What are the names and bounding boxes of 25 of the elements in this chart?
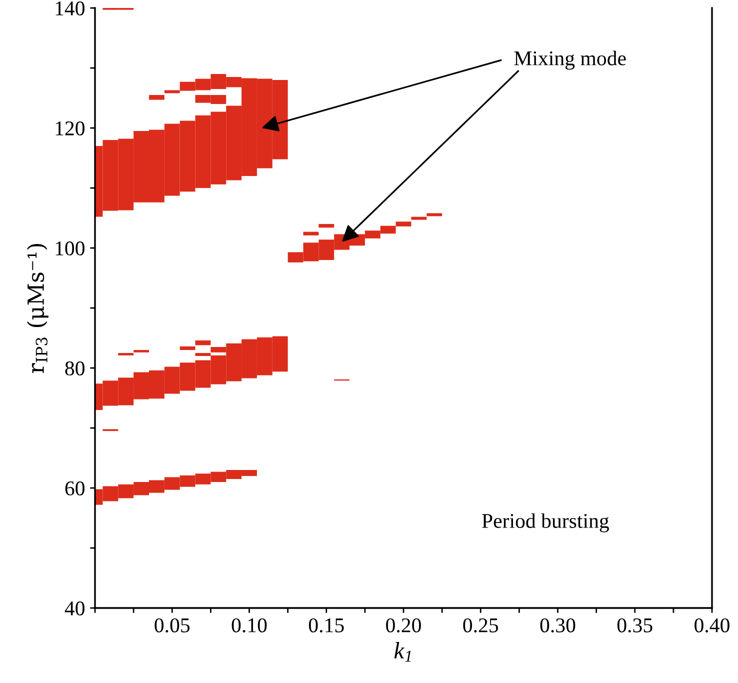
x-axis-title: k$_{1}$ — [394, 642, 411, 662]
annotation: Mixing mode — [514, 50, 626, 70]
x-tick-label: 0.25 — [463, 618, 498, 632]
x-tick-label: 0.35 — [617, 618, 652, 632]
y-axis-title: r$_{IP3}$ (μMs⁻¹) — [26, 244, 48, 373]
x-tick-label: 0.10 — [232, 618, 267, 632]
bar — [303, 232, 319, 236]
bar — [148, 95, 164, 100]
x-tick-label: 0.15 — [308, 618, 344, 632]
x-tick-label: 0.05 — [154, 618, 190, 632]
x-tick-label: 0.20 — [386, 618, 421, 632]
bar — [180, 346, 196, 350]
x-tick-label: 0.30 — [540, 618, 576, 632]
bar — [411, 216, 427, 220]
y-tick-label: 80 — [65, 361, 84, 376]
annotation: Period bursting — [482, 513, 609, 532]
y-tick-label: 140 — [56, 1, 84, 16]
y-tick-label: 120 — [56, 121, 84, 136]
bar — [318, 224, 334, 228]
y-tick-label: 100 — [56, 241, 84, 256]
y-tick-label: 60 — [65, 481, 84, 496]
y-tick-label: 40 — [64, 601, 84, 616]
x-tick-label: 0.40 — [694, 618, 730, 632]
bar — [195, 340, 211, 346]
bar — [426, 213, 442, 216]
